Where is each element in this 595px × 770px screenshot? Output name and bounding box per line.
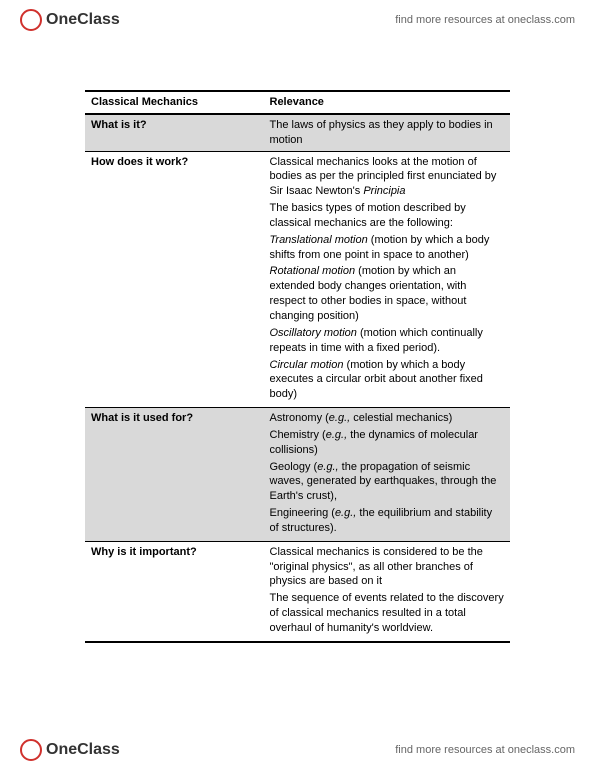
- paragraph: The basics types of motion described by …: [270, 201, 505, 231]
- table-row: What is it? The laws of physics as they …: [85, 114, 510, 151]
- table-row: How does it work? Classical mechanics lo…: [85, 151, 510, 408]
- paragraph: Translational motion (motion by which a …: [270, 233, 505, 263]
- header-col1: Classical Mechanics: [85, 91, 264, 114]
- answer-cell: The laws of physics as they apply to bod…: [264, 114, 511, 151]
- italic-term: Rotational motion: [270, 265, 356, 277]
- table-row: What is it used for? Astronomy (e.g., ce…: [85, 408, 510, 542]
- italic-abbr: e.g.,: [329, 412, 350, 424]
- italic-abbr: e.g.,: [335, 507, 356, 519]
- page-footer: OneClass find more resources at oneclass…: [0, 730, 595, 770]
- paragraph: Chemistry (e.g., the dynamics of molecul…: [270, 428, 505, 458]
- header-col2: Relevance: [264, 91, 511, 114]
- italic-term: Oscillatory motion: [270, 327, 357, 339]
- italic-abbr: e.g.,: [317, 461, 338, 473]
- question-cell: What is it used for?: [85, 408, 264, 542]
- answer-cell: Astronomy (e.g., celestial mechanics) Ch…: [264, 408, 511, 542]
- italic-term: Principia: [363, 185, 405, 197]
- brand-logo: OneClass: [20, 9, 120, 31]
- question-cell: How does it work?: [85, 151, 264, 408]
- table-header-row: Classical Mechanics Relevance: [85, 91, 510, 114]
- paragraph: Rotational motion (motion by which an ex…: [270, 264, 505, 323]
- paragraph: Classical mechanics is considered to be …: [270, 545, 505, 590]
- table-row: Why is it important? Classical mechanics…: [85, 541, 510, 642]
- header-tagline: find more resources at oneclass.com: [395, 14, 575, 26]
- paragraph: The sequence of events related to the di…: [270, 591, 505, 636]
- logo-circle-icon: [20, 9, 42, 31]
- paragraph: Engineering (e.g., the equilibrium and s…: [270, 506, 505, 536]
- italic-term: Translational motion: [270, 234, 368, 246]
- paragraph: Classical mechanics looks at the motion …: [270, 155, 505, 200]
- paragraph: Oscillatory motion (motion which continu…: [270, 326, 505, 356]
- question-cell: What is it?: [85, 114, 264, 151]
- question-cell: Why is it important?: [85, 541, 264, 642]
- page-content: Classical Mechanics Relevance What is it…: [0, 40, 595, 643]
- logo-circle-icon: [20, 739, 42, 761]
- paragraph: Geology (e.g., the propagation of seismi…: [270, 460, 505, 505]
- page-header: OneClass find more resources at oneclass…: [0, 0, 595, 40]
- italic-abbr: e.g.,: [326, 429, 347, 441]
- notes-table: Classical Mechanics Relevance What is it…: [85, 90, 510, 643]
- paragraph: Circular motion (motion by which a body …: [270, 358, 505, 403]
- italic-term: Circular motion: [270, 359, 344, 371]
- brand-name-footer: OneClass: [46, 741, 120, 759]
- footer-tagline: find more resources at oneclass.com: [395, 744, 575, 756]
- answer-cell: Classical mechanics looks at the motion …: [264, 151, 511, 408]
- brand-name: OneClass: [46, 11, 120, 29]
- brand-logo-footer: OneClass: [20, 739, 120, 761]
- paragraph: Astronomy (e.g., celestial mechanics): [270, 411, 505, 426]
- answer-cell: Classical mechanics is considered to be …: [264, 541, 511, 642]
